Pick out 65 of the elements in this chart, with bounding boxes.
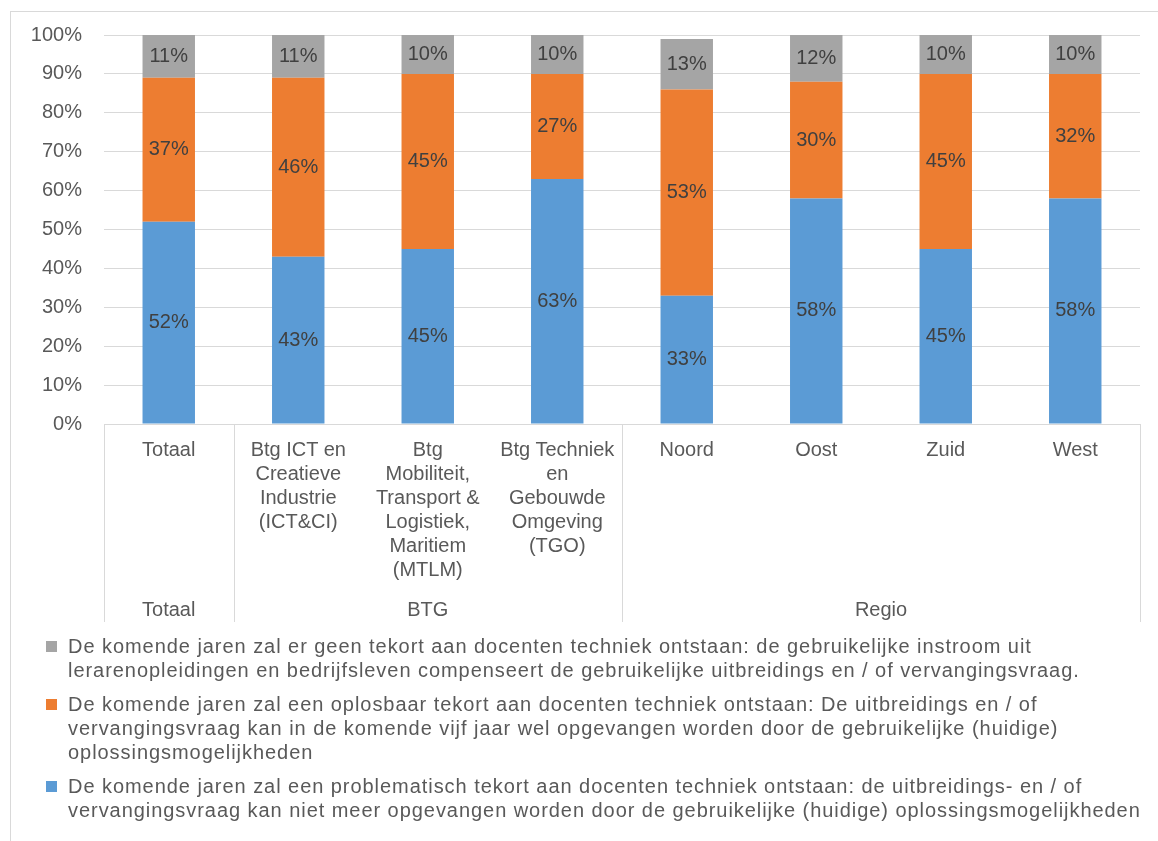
- y-tick-label: 0%: [53, 411, 83, 434]
- x-tick-label: Noord: [659, 437, 714, 460]
- y-tick-label: 90%: [41, 61, 83, 84]
- bar: [919, 248, 972, 424]
- data-label: 10%: [537, 41, 578, 64]
- bar: [531, 73, 584, 179]
- data-label: 37%: [148, 137, 189, 160]
- data-label: 11%: [278, 43, 318, 66]
- data-label: 45%: [925, 323, 966, 346]
- bar: [790, 198, 843, 424]
- data-label: 12%: [796, 45, 837, 68]
- data-label: 58%: [1055, 298, 1096, 321]
- bar: [790, 81, 843, 199]
- bar: [272, 77, 325, 257]
- data-label: 58%: [796, 298, 837, 321]
- y-tick-label: 40%: [41, 255, 83, 278]
- data-label: 30%: [796, 127, 837, 150]
- x-tick-label: Totaal: [142, 437, 196, 460]
- data-label: 10%: [925, 41, 966, 64]
- data-label: 53%: [666, 180, 707, 203]
- y-tick-label: 50%: [41, 217, 83, 240]
- data-label: 46%: [278, 154, 319, 177]
- legend-label: De komende jaren zal een problematisch tekort aan docenten techniek ontstaan: de uitbreidings- en / of vervangingsvraag kan niet meer opgevangen worden door de gebruikelijke (huidige) oplossingsmogelijkheden: [68, 774, 1142, 822]
- bar: [142, 221, 195, 424]
- bar: [660, 295, 713, 424]
- legend-label: De komende jaren zal een oplosbaar tekort aan docenten techniek ontstaan: De uitbreidings en / of vervangingsvraag kan in de komende vijf jaar wel opgevangen worden door de gebruikelijke (huidige) oplossingsmogelijkheden: [68, 692, 1060, 764]
- data-label: 52%: [148, 310, 189, 333]
- bar: [1049, 73, 1102, 199]
- bar: [142, 77, 195, 222]
- y-tick-label: 100%: [30, 22, 83, 45]
- bar: [531, 178, 584, 424]
- x-tick-label: Btg ICT en Creatieve Industrie (ICT&CI): [250, 437, 346, 532]
- data-label: 33%: [666, 347, 707, 370]
- x-tick-label: Oost: [795, 437, 838, 460]
- y-tick-label: 70%: [41, 139, 83, 162]
- data-label: 45%: [407, 323, 448, 346]
- data-label: 13%: [666, 51, 707, 74]
- text: BTG: [407, 597, 449, 620]
- y-tick-label: 20%: [41, 333, 83, 356]
- bar: [1049, 198, 1102, 424]
- data-label: 45%: [925, 148, 966, 171]
- y-tick-label: 10%: [41, 372, 83, 395]
- x-tick-label: Zuid: [926, 437, 966, 460]
- bar: [401, 73, 454, 249]
- text: Totaal: [142, 597, 196, 620]
- y-tick-label: 80%: [41, 100, 83, 123]
- x-tick-label: Btg Mobiliteit, Transport & Logistiek, Maritiem (MTLM): [375, 437, 481, 580]
- data-label: 45%: [407, 148, 448, 171]
- data-label: 27%: [537, 113, 578, 136]
- bar: [919, 73, 972, 249]
- data-label: 43%: [278, 327, 319, 350]
- data-label: 10%: [1055, 41, 1096, 64]
- x-tick-label: Btg Techniek en Gebouwde Omgeving (TGO): [500, 437, 616, 556]
- y-tick-label: 60%: [41, 178, 83, 201]
- data-label: 10%: [407, 41, 448, 64]
- bar: [272, 256, 325, 424]
- data-label: 32%: [1055, 123, 1096, 146]
- bar: [401, 248, 454, 424]
- y-tick-label: 30%: [41, 294, 83, 317]
- bar: [660, 89, 713, 296]
- x-tick-label: West: [1052, 437, 1099, 460]
- data-label: 11%: [149, 43, 189, 66]
- legend-label: De komende jaren zal er geen tekort aan docenten techniek ontstaan: de gebruikelijke instroom uit lerarenopleidingen en bedrijfsleven compenseert de gebruikelijke uitbreidings en / of vervangingsvraag.: [68, 634, 1081, 682]
- data-label: 63%: [537, 288, 578, 311]
- text: Regio: [854, 597, 908, 620]
